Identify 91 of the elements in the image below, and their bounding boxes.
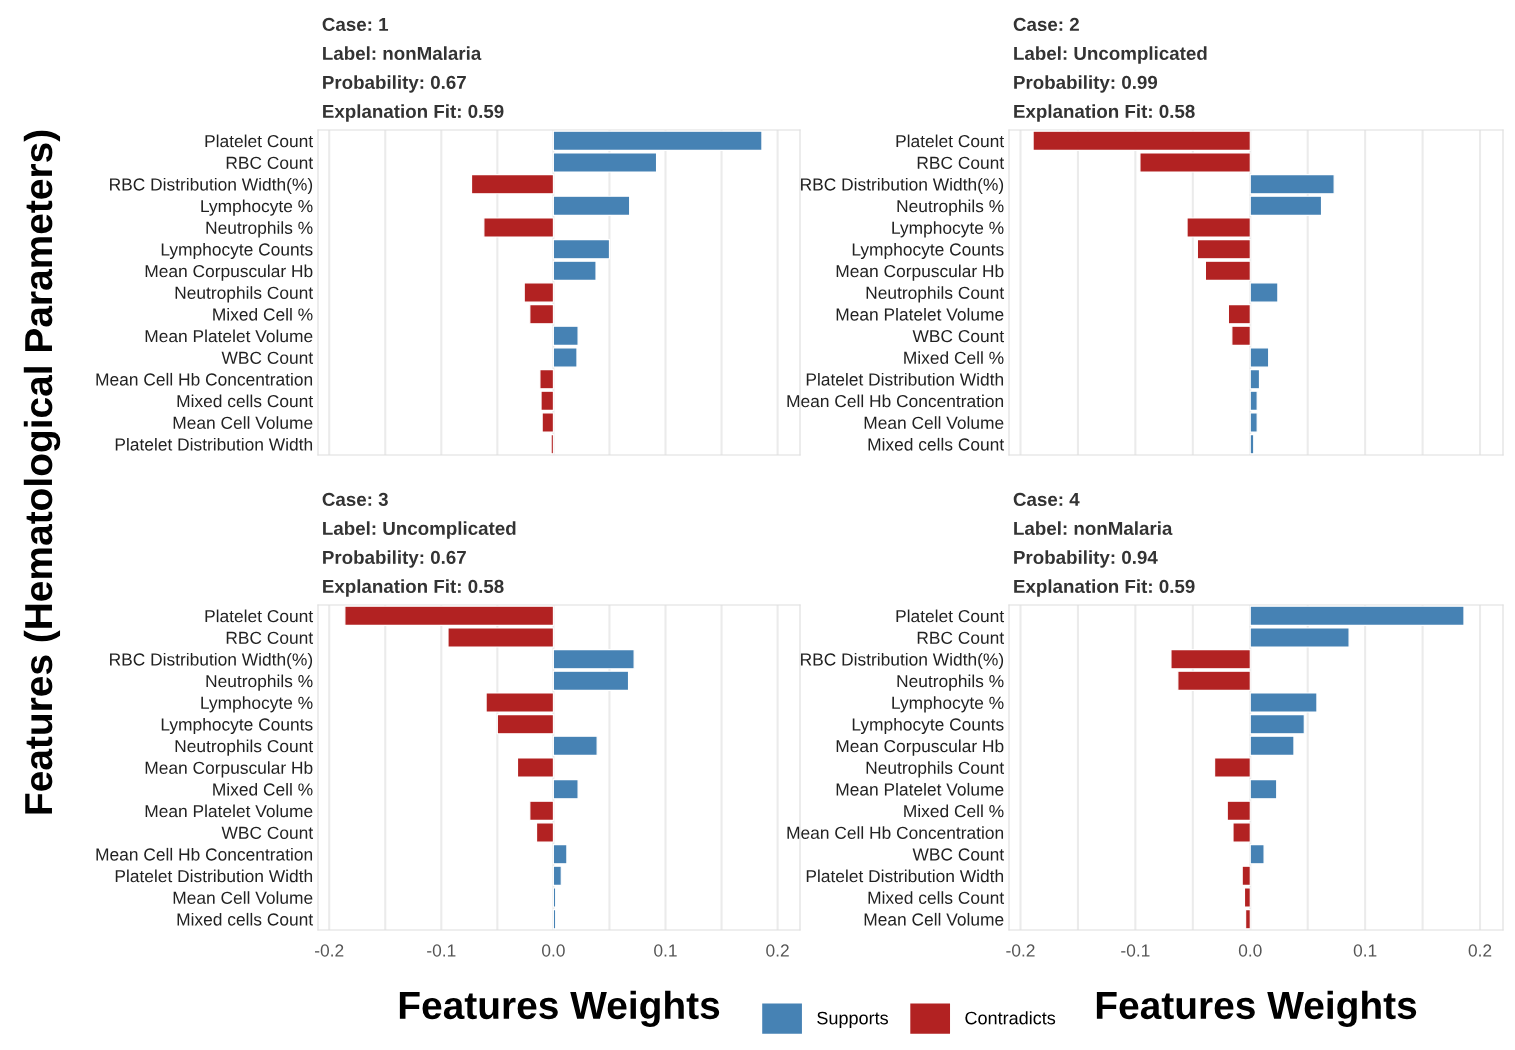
y-tick-label: RBC Count: [917, 631, 1005, 644]
y-tick-label: Platelet Distribution Width: [115, 869, 313, 883]
text: Probability: 0.94: [1014, 550, 1158, 568]
text: Label: Uncomplicated: [323, 521, 516, 539]
y-tick-label: Mixed cells Count: [177, 912, 314, 926]
y-tick-label: Mean Corpuscular Hb: [145, 264, 313, 281]
legend-label: Supports: [817, 1011, 888, 1029]
y-tick-label: Mean Cell Volume: [864, 416, 1004, 429]
y-tick-label: Neutrophils %: [206, 674, 313, 691]
chart-title: Case: 3: [322, 492, 388, 507]
y-tick-label: Neutrophils Count: [175, 739, 314, 756]
y-tick-label: Lymphocyte %: [201, 199, 313, 216]
y-tick-label: Mean Platelet Volume: [145, 329, 313, 343]
x-tick-label: 0.1: [1353, 944, 1377, 957]
x-tick-label: -0.2: [1006, 944, 1035, 957]
x-tick-label: -0.1: [1121, 944, 1150, 957]
y-axis-title: Features (Hematological Parameters): [23, 130, 61, 814]
y-tick-label: Platelet Count: [205, 609, 314, 623]
text: Explanation Fit: 0.58: [323, 579, 504, 597]
chart-title: Case: 4: [1013, 492, 1080, 507]
y-tick-label: Mean Platelet Volume: [836, 782, 1004, 796]
y-tick-label: RBC Count: [226, 631, 314, 644]
x-tick-label: -0.2: [315, 944, 344, 957]
x-tick-label: 0.0: [542, 944, 565, 957]
y-tick-label: Lymphocyte %: [892, 696, 1004, 713]
x-tick-label: 0.2: [766, 944, 789, 957]
chart-title: Case: 1: [322, 17, 389, 32]
y-tick-label: Lymphocyte Counts: [852, 242, 1004, 260]
y-tick-label: Mean Platelet Volume: [836, 307, 1004, 321]
y-tick-label: WBC Count: [221, 826, 314, 839]
y-tick-label: Platelet Distribution Width: [806, 372, 1004, 386]
text: Label: nonMalaria: [1014, 521, 1173, 536]
y-tick-label: Platelet Distribution Width: [115, 437, 313, 451]
text: Probability: 0.67: [323, 550, 466, 568]
y-tick-label: Lymphocyte Counts: [161, 717, 313, 735]
y-tick-label: Platelet Distribution Width: [806, 869, 1004, 883]
y-tick-label: Mean Corpuscular Hb: [836, 739, 1004, 756]
text: Explanation Fit: 0.59: [1014, 579, 1195, 597]
x-tick-label: 0.0: [1238, 944, 1262, 957]
x-tick-label: -0.1: [427, 944, 456, 957]
y-tick-label: RBC Distribution Width(%): [801, 177, 1004, 195]
y-tick-label: Mixed cells Count: [868, 891, 1005, 904]
y-tick-label: Lymphocyte %: [201, 696, 313, 713]
y-tick-label: Neutrophils Count: [866, 286, 1005, 303]
text: Explanation Fit: 0.59: [323, 104, 504, 122]
y-tick-label: Neutrophils %: [897, 199, 1004, 216]
y-tick-label: Mixed Cell %: [904, 804, 1004, 818]
text: Label: nonMalaria: [323, 46, 482, 61]
y-tick-label: Neutrophils Count: [175, 286, 314, 303]
y-tick-label: Mean Cell Hb Concentration: [787, 394, 1004, 408]
chart-title: Case: 2: [1013, 17, 1079, 32]
y-tick-label: Mean Cell Volume: [173, 891, 313, 904]
y-tick-label: Mean Corpuscular Hb: [836, 264, 1004, 281]
legend-label: Contradicts: [965, 1011, 1056, 1025]
y-tick-label: Neutrophils Count: [866, 761, 1005, 778]
y-tick-label: WBC Count: [912, 330, 1005, 343]
y-tick-label: Neutrophils %: [897, 674, 1004, 691]
y-tick-label: WBC Count: [912, 848, 1005, 861]
y-tick-label: WBC Count: [221, 351, 314, 364]
y-tick-label: Mixed Cell %: [213, 307, 313, 321]
x-axis-title: Features Weights: [399, 990, 720, 1028]
y-tick-label: Mixed cells Count: [177, 394, 314, 408]
y-tick-label: RBC Count: [226, 156, 314, 169]
x-axis-title: Features Weights: [1096, 990, 1417, 1028]
y-tick-label: Mean Cell Hb Concentration: [787, 826, 1004, 839]
y-tick-label: Mixed Cell %: [904, 351, 1004, 364]
y-tick-label: Mean Cell Volume: [864, 912, 1004, 926]
y-tick-label: Lymphocyte Counts: [852, 717, 1004, 735]
text: Label: Uncomplicated: [1014, 46, 1207, 64]
y-tick-label: Mean Cell Volume: [173, 416, 313, 429]
y-tick-label: RBC Distribution Width(%): [110, 652, 313, 670]
text: Explanation Fit: 0.58: [1014, 104, 1195, 122]
text: Probability: 0.67: [323, 75, 466, 93]
y-tick-label: Lymphocyte %: [892, 221, 1004, 238]
y-tick-label: Platelet Count: [896, 134, 1005, 148]
y-tick-label: RBC Distribution Width(%): [801, 652, 1004, 670]
y-tick-label: RBC Count: [917, 156, 1005, 169]
text: Probability: 0.99: [1014, 75, 1158, 93]
y-tick-label: Lymphocyte Counts: [161, 242, 313, 260]
y-tick-label: Mixed cells Count: [868, 437, 1005, 451]
y-tick-label: Platelet Count: [205, 134, 314, 148]
y-tick-label: RBC Distribution Width(%): [110, 177, 313, 195]
y-tick-label: Platelet Count: [896, 609, 1005, 623]
y-tick-label: Mean Platelet Volume: [145, 804, 313, 818]
x-tick-label: 0.2: [1468, 944, 1492, 957]
x-tick-label: 0.1: [654, 944, 677, 957]
y-tick-label: Mean Corpuscular Hb: [145, 761, 313, 778]
y-tick-label: Mean Cell Hb Concentration: [96, 847, 313, 861]
y-tick-label: Mean Cell Hb Concentration: [96, 372, 313, 386]
y-tick-label: Mixed Cell %: [213, 782, 313, 796]
y-tick-label: Neutrophils %: [206, 221, 313, 238]
